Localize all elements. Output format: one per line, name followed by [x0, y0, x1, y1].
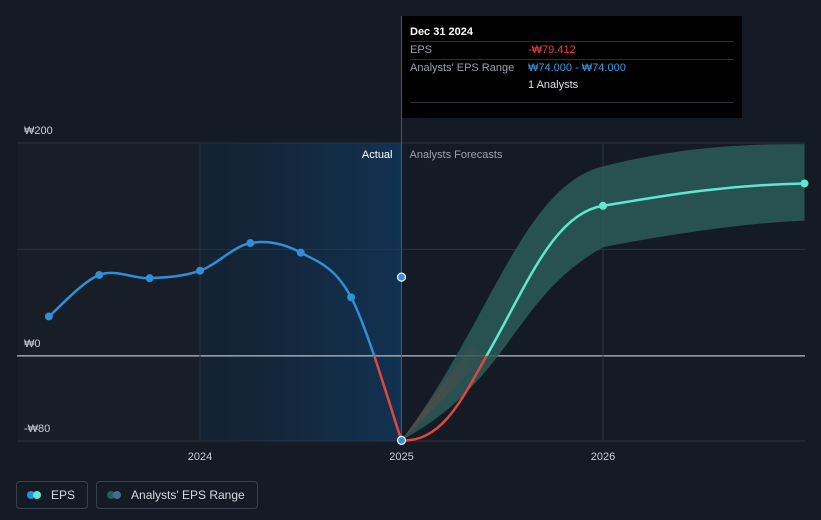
y-tick-label: -₩80 — [24, 423, 50, 435]
tooltip-eps-label: EPS — [410, 44, 433, 56]
forecast-point — [599, 201, 607, 210]
tooltip-date: Dec 31 2024 — [410, 26, 473, 38]
tooltip-analysts-row: 1 Analysts — [410, 77, 734, 94]
analyst-estimate-point — [396, 272, 407, 282]
tooltip-analysts-count: 1 Analysts — [528, 79, 579, 91]
tooltip-range-value: ₩74.000 - ₩74.000 — [528, 62, 626, 74]
tooltip-range-row: Analysts' EPS Range ₩74.000 - ₩74.000 — [410, 59, 734, 77]
forecast-line-negative — [401, 355, 488, 442]
eps-legend-icon — [27, 491, 43, 499]
tooltip-divider — [410, 102, 734, 120]
x-tick-label: 2024 — [188, 451, 212, 463]
y-tick-label: ₩200 — [24, 125, 53, 137]
tooltip-eps-row: EPS -₩79.412 — [410, 41, 734, 59]
eps-point — [196, 266, 204, 275]
forecast-label: Analysts Forecasts — [410, 149, 503, 161]
actual-region — [200, 143, 402, 441]
eps-point — [246, 239, 255, 248]
x-tick-label: 2026 — [591, 451, 615, 463]
eps-point — [347, 293, 356, 302]
pre-actual-region — [17, 143, 200, 441]
forecast-fade — [401, 345, 487, 441]
tooltip: Dec 31 2024 EPS -₩79.412 Analysts' EPS R… — [402, 16, 742, 118]
analyst-range-band — [401, 144, 805, 441]
legend-eps-label: EPS — [51, 488, 76, 502]
y-tick-label: ₩0 — [24, 338, 41, 350]
eps-point — [44, 312, 53, 321]
legend: EPS Analysts' EPS Range — [16, 481, 258, 509]
range-legend-icon — [107, 491, 123, 499]
eps-point — [296, 248, 305, 257]
tooltip-range-label: Analysts' EPS Range — [410, 62, 515, 74]
eps-point — [145, 274, 154, 283]
forecast-point — [800, 179, 809, 188]
legend-range[interactable]: Analysts' EPS Range — [96, 481, 258, 509]
legend-eps[interactable]: EPS — [16, 481, 89, 509]
eps-point — [95, 270, 104, 279]
eps-line-positive — [48, 240, 376, 356]
forecast-line-positive — [485, 182, 805, 356]
actual-label: Actual — [362, 149, 393, 161]
eps-point — [396, 435, 407, 445]
legend-range-label: Analysts' EPS Range — [131, 488, 245, 502]
tooltip-eps-value: -₩79.412 — [528, 44, 576, 56]
x-tick-label: 2025 — [389, 451, 413, 463]
